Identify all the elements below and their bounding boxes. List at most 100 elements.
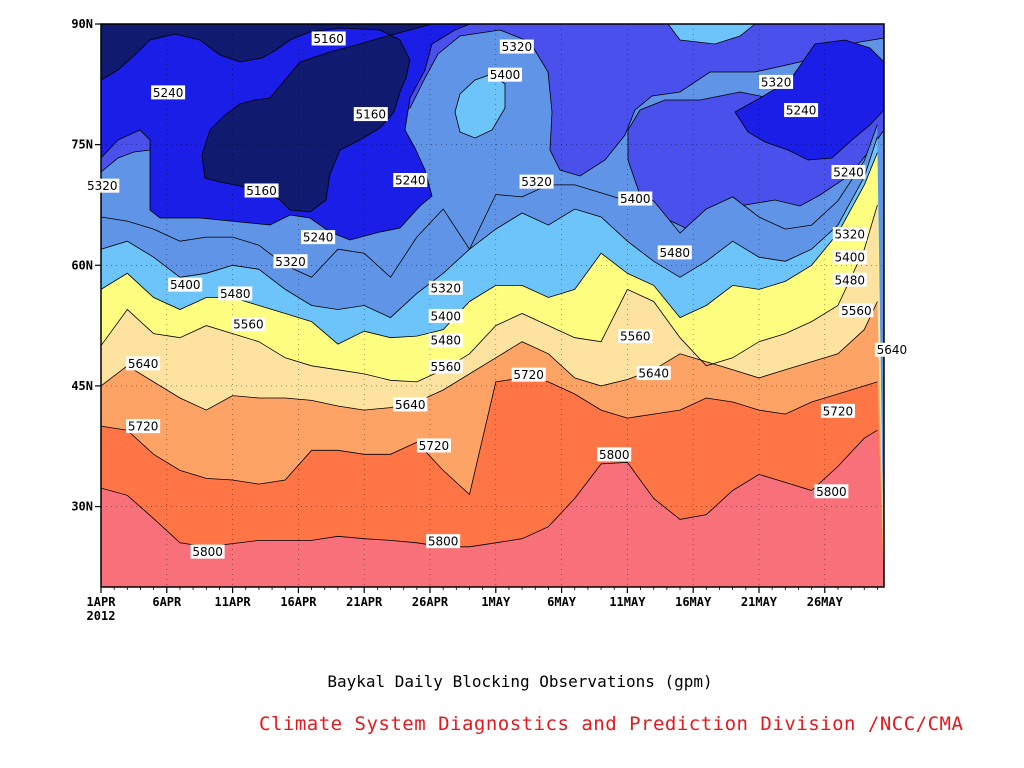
contour-label-box: [597, 447, 632, 462]
contour-label-box: [416, 438, 451, 453]
contour-label-5640: 5640: [395, 398, 426, 412]
contour-label-box: [168, 277, 203, 292]
contour-label-box: [519, 174, 554, 189]
fill-above-5800: [101, 430, 884, 587]
x-tick-label: 11APR: [215, 595, 252, 609]
contour-label-5560: 5560: [841, 304, 872, 318]
contour-label-box: [311, 31, 346, 46]
contour-label-box: [301, 230, 336, 245]
contour-label-5160: 5160: [246, 184, 277, 198]
contour-label-5400: 5400: [835, 251, 866, 265]
x-tick-label: 16MAY: [675, 595, 712, 609]
contour-label-5240: 5240: [395, 174, 426, 188]
contour-label-5560: 5560: [431, 360, 462, 374]
axis-ticks: 1APR 6APR 11APR 16APR 21APR 26APR 1MAY 6MAY 11MA…: [71, 17, 878, 623]
contour-label-5720: 5720: [513, 368, 544, 382]
chart-credit: Climate System Diagnostics and Predictio…: [259, 713, 964, 735]
contour-label-5800: 5800: [428, 535, 459, 549]
contour-label-5320: 5320: [835, 227, 866, 241]
fill-below-5160: [100, 23, 433, 213]
x-tick-label: 21MAY: [741, 595, 778, 609]
contour-label-5560: 5560: [233, 317, 264, 331]
contour-label-5560: 5560: [620, 330, 651, 344]
contour-label-5320: 5320: [87, 179, 118, 193]
contour-fills: [100, 23, 885, 587]
contour-label-box: [353, 107, 388, 122]
contour-label-5720: 5720: [128, 420, 159, 434]
contour-label-box: [393, 397, 428, 412]
contour-label-box: [151, 85, 186, 100]
plot-frame: [100, 23, 885, 588]
contour-line-5640: [100, 301, 878, 411]
contour-label-5480: 5480: [835, 273, 866, 287]
contour-label-5640: 5640: [638, 367, 669, 381]
contour-label-box: [499, 39, 534, 54]
contour-label-5720: 5720: [823, 404, 854, 418]
contour-label-box: [218, 286, 253, 301]
contour-label-5800: 5800: [599, 448, 630, 462]
contour-labels: 5160 5240 5160 5160 5240 5240 5320 5320 5320 5400…: [85, 31, 909, 559]
contour-label-5400: 5400: [620, 192, 651, 206]
contour-label-box: [393, 173, 428, 188]
x-tick-label: 6APR: [152, 595, 182, 609]
y-tick-label: 90N: [71, 17, 93, 31]
contour-label-5240: 5240: [153, 86, 184, 100]
contour-label-5320: 5320: [521, 175, 552, 189]
contour-label-5800: 5800: [192, 545, 223, 559]
x-tick-label: 1MAY: [481, 595, 511, 609]
contour-label-box: [426, 534, 461, 549]
contour-label-box: [874, 342, 909, 357]
contour-label-box: [428, 359, 463, 374]
contour-label-5320: 5320: [431, 281, 462, 295]
contour-label-5400: 5400: [490, 68, 521, 82]
y-tick-label: 30N: [71, 500, 93, 514]
fill-5160-5240-east: [734, 39, 885, 161]
contour-label-5640: 5640: [128, 357, 159, 371]
contour-label-box: [759, 74, 794, 89]
contour-label-box: [244, 183, 279, 198]
contour-label-box: [428, 333, 463, 348]
chart-title: Baykal Daily Blocking Observations (gpm): [327, 672, 713, 691]
contour-label-5320: 5320: [761, 75, 792, 89]
x-tick-label: 1APR: [87, 595, 117, 609]
contour-label-5400: 5400: [431, 309, 462, 323]
contour-label-box: [636, 366, 671, 381]
contour-label-box: [832, 272, 867, 287]
contour-label-5480: 5480: [659, 246, 690, 260]
contour-label-5240: 5240: [833, 165, 864, 179]
contour-label-box: [832, 250, 867, 265]
contour-label-box: [618, 191, 653, 206]
contour-label-5240: 5240: [786, 104, 817, 118]
contour-label-box: [85, 178, 120, 193]
contour-label-box: [428, 308, 463, 323]
x-tick-label: 26MAY: [807, 595, 844, 609]
contour-label-box: [231, 316, 266, 331]
contour-label-box: [618, 329, 653, 344]
contour-label-5720: 5720: [419, 439, 450, 453]
x-year-label: 2012: [87, 609, 116, 623]
contour-label-box: [839, 303, 874, 318]
y-tick-label: 45N: [71, 379, 93, 393]
contour-label-box: [831, 164, 866, 179]
contour-label-5800: 5800: [816, 485, 847, 499]
contour-label-5320: 5320: [275, 255, 306, 269]
contour-label-box: [820, 403, 855, 418]
contour-label-5320: 5320: [502, 40, 533, 54]
x-tick-label: 11MAY: [609, 595, 646, 609]
contour-label-box: [814, 484, 849, 499]
contour-label-box: [832, 226, 867, 241]
contour-label-box: [511, 367, 546, 382]
contour-label-box: [126, 356, 161, 371]
contour-label-5240: 5240: [303, 231, 334, 245]
x-tick-label: 6MAY: [547, 595, 577, 609]
contour-label-box: [488, 67, 523, 82]
contour-label-box: [657, 245, 692, 260]
contour-label-5480: 5480: [220, 287, 251, 301]
contour-label-box: [784, 103, 819, 118]
contour-label-5160: 5160: [355, 108, 386, 122]
y-tick-label: 60N: [71, 258, 93, 272]
contour-label-5640: 5640: [877, 343, 908, 357]
contour-label-5480: 5480: [431, 334, 462, 348]
y-tick-label: 75N: [71, 138, 93, 152]
contour-label-5160: 5160: [313, 32, 344, 46]
